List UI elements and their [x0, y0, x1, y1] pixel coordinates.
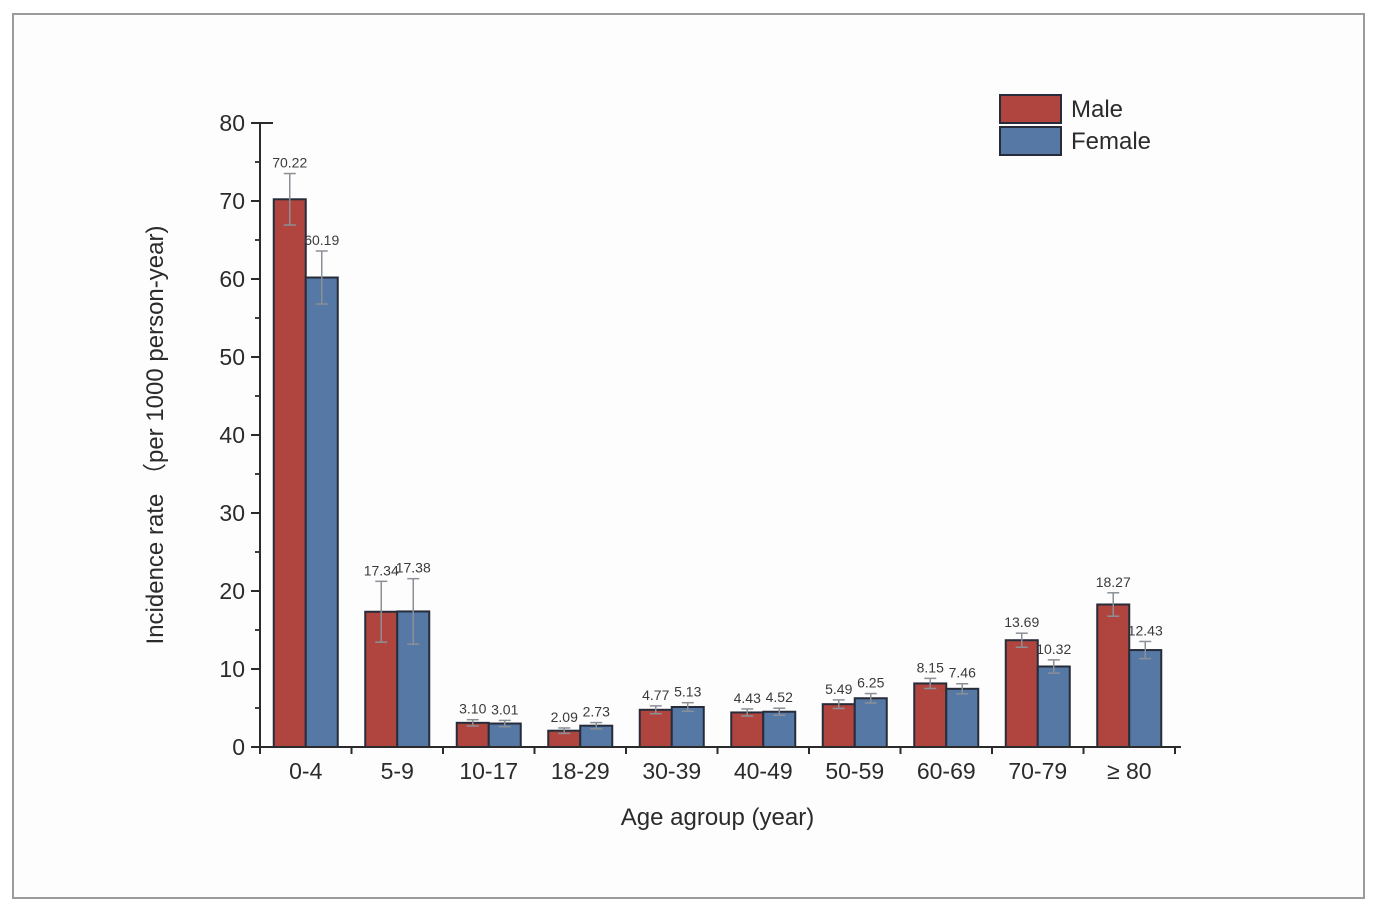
value-label: 4.43 — [734, 690, 761, 706]
x-axis: 0-4 5-9 10-17 18-29 30-39 40-49 50-59 60-69 70-7… — [259, 746, 1181, 784]
bar-male-50-59 — [821, 703, 856, 748]
x-tick-label: 18-29 — [551, 758, 610, 784]
value-label: 60.19 — [304, 232, 339, 248]
x-tick-label: 40-49 — [734, 758, 793, 784]
bar-male-30-39 — [638, 708, 673, 749]
x-tick-label: 60-69 — [917, 758, 976, 784]
value-label: 17.34 — [364, 562, 399, 578]
bar-female-40-49 — [762, 710, 797, 749]
bar-male-≥ 80 — [1096, 603, 1131, 749]
y-tick-label: 0 — [232, 734, 245, 760]
x-tick-label: 50-59 — [825, 758, 884, 784]
value-label: 13.69 — [1004, 614, 1039, 630]
y-tick-label: 20 — [219, 578, 245, 604]
value-label: 10.32 — [1036, 641, 1071, 657]
y-tick-label: 50 — [219, 344, 245, 370]
y-tick-label: 10 — [219, 656, 245, 682]
bar-female-30-39 — [670, 705, 705, 749]
x-tick-label: ≥ 80 — [1107, 758, 1152, 784]
value-label: 2.73 — [583, 704, 610, 720]
legend-swatch-female — [999, 126, 1062, 156]
value-labels-male: 70.22 17.34 3.10 2.09 4.77 4.43 5.49 8.15 13.69 1… — [272, 155, 1131, 725]
x-axis-title: Age agroup (year) — [621, 804, 814, 831]
error-bars-female — [315, 250, 1152, 730]
y-tick-label: 30 — [219, 500, 245, 526]
bar-male-0-4 — [272, 198, 307, 748]
error-bars-male — [283, 172, 1120, 735]
value-label: 6.25 — [857, 675, 884, 691]
value-label: 7.46 — [949, 665, 976, 681]
value-label: 18.27 — [1096, 574, 1131, 590]
bar-female-≥ 80 — [1128, 649, 1163, 749]
axis-titles: Age agroup (year) Incidence rate （per 100… — [142, 226, 814, 831]
value-label: 5.49 — [825, 681, 852, 697]
bar-female-0-4 — [304, 276, 339, 748]
bar-male-40-49 — [730, 711, 765, 748]
value-label: 8.15 — [917, 659, 944, 675]
value-label: 3.10 — [459, 701, 486, 717]
value-label: 5.13 — [674, 684, 701, 700]
value-label: 12.43 — [1128, 622, 1163, 638]
value-label: 17.38 — [396, 560, 431, 576]
legend-label-male: Male — [1071, 96, 1123, 123]
figure-frame — [12, 13, 1365, 899]
bar-male-60-69 — [913, 682, 948, 748]
legend-label-female: Female — [1071, 128, 1151, 155]
y-axis-title: Incidence rate （per 1000 person-year) — [142, 226, 169, 645]
bar-female-50-59 — [853, 697, 888, 748]
y-tick-label: 60 — [219, 266, 245, 292]
bar-female-70-79 — [1036, 665, 1071, 749]
bar-female-60-69 — [945, 687, 980, 749]
value-label: 4.52 — [766, 689, 793, 705]
y-axis: 0 10 20 30 40 50 60 70 80 — [219, 110, 273, 760]
y-tick-label: 70 — [219, 188, 245, 214]
value-labels-female: 60.19 17.38 3.01 2.73 5.13 4.52 6.25 7.46 10.32 1… — [304, 232, 1163, 720]
legend: Male Female — [999, 94, 1151, 156]
y-tick-label: 40 — [219, 422, 245, 448]
x-tick-label: 0-4 — [289, 758, 322, 784]
x-tick-label: 10-17 — [459, 758, 518, 784]
value-label: 2.09 — [551, 709, 578, 725]
y-tick-label: 80 — [219, 110, 245, 136]
value-label: 4.77 — [642, 687, 669, 703]
x-tick-label: 5-9 — [381, 758, 414, 784]
x-tick-label: 30-39 — [642, 758, 701, 784]
x-tick-label: 70-79 — [1008, 758, 1067, 784]
value-label: 70.22 — [272, 155, 307, 171]
value-label: 3.01 — [491, 701, 518, 717]
bar-male-70-79 — [1004, 639, 1039, 749]
legend-swatch-male — [999, 94, 1062, 124]
